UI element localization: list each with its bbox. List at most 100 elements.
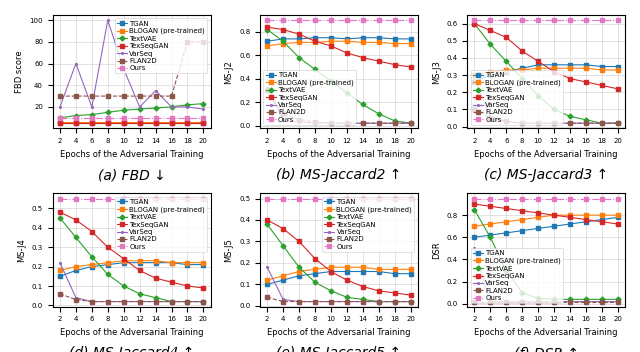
Y-axis label: MS-J5: MS-J5 [225,238,234,262]
FLAN2D [343,121,351,125]
Line: BLOGAN (pre-trained): BLOGAN (pre-trained) [266,39,412,48]
TexSeqGAN [502,35,510,39]
TGAN [279,278,287,282]
BLOGAN (pre-trained) [375,40,383,44]
BLOGAN (pre-trained) [566,66,574,70]
TextVAE [72,113,80,118]
TextVAE [295,56,303,60]
FLAN2D [72,297,80,302]
BLOGAN (pre-trained) [327,39,335,43]
VarSeq [470,76,478,81]
BLOGAN (pre-trained) [470,73,478,77]
TextVAE [614,121,621,125]
BLOGAN (pre-trained) [407,42,415,46]
TexSeqGAN [104,121,111,125]
FLAN2D [200,300,207,304]
VarSeq [359,300,367,304]
TGAN [502,70,510,74]
TGAN [502,231,510,235]
BLOGAN (pre-trained) [72,120,80,124]
Line: FLAN2D: FLAN2D [473,300,620,303]
VarSeq [598,300,605,304]
TGAN [614,215,621,219]
BLOGAN (pre-trained) [152,120,159,124]
TGAN [486,73,494,77]
VarSeq [200,300,207,304]
TextVAE [104,272,111,276]
TGAN [534,226,542,231]
VarSeq [152,89,159,93]
TexSeqGAN [534,211,542,215]
VarSeq [391,121,399,125]
BLOGAN (pre-trained) [263,44,271,48]
TGAN [614,64,621,69]
Line: TextVAE: TextVAE [266,222,412,303]
Line: FLAN2D: FLAN2D [473,108,620,125]
TGAN [56,121,64,125]
FLAN2D [518,300,526,304]
TGAN [136,260,143,265]
TextVAE [263,222,271,226]
VarSeq [518,121,526,125]
BLOGAN (pre-trained) [566,213,574,217]
BLOGAN (pre-trained) [311,40,319,44]
BLOGAN (pre-trained) [534,66,542,70]
VarSeq [263,86,271,90]
FLAN2D [200,40,207,44]
TexSeqGAN [56,210,64,214]
TexSeqGAN [598,83,605,88]
TexSeqGAN [184,121,191,125]
FLAN2D [614,300,621,304]
Line: TexSeqGAN: TexSeqGAN [473,202,620,226]
BLOGAN (pre-trained) [168,260,175,265]
Ours [200,116,207,120]
Ours [200,196,207,201]
VarSeq [263,265,271,269]
TGAN [343,37,351,41]
Ours [518,196,526,201]
Text: (b) MS-Jaccard2 ↑: (b) MS-Jaccard2 ↑ [276,168,401,182]
TextVAE [566,297,574,301]
TextVAE [566,114,574,119]
TGAN [534,63,542,67]
FLAN2D [120,94,127,98]
TextVAE [359,297,367,302]
BLOGAN (pre-trained) [391,42,399,46]
Line: FLAN2D: FLAN2D [266,89,412,125]
TGAN [88,264,95,269]
TextVAE [279,244,287,248]
TexSeqGAN [295,32,303,36]
Line: TextVAE: TextVAE [473,208,620,301]
TexSeqGAN [486,29,494,33]
FLAN2D [375,121,383,125]
TextVAE [311,67,319,71]
TGAN [168,121,175,125]
FLAN2D [56,94,64,98]
FLAN2D [152,94,159,98]
Line: TGAN: TGAN [58,261,205,278]
FLAN2D [88,94,95,98]
Line: BLOGAN (pre-trained): BLOGAN (pre-trained) [266,265,412,282]
VarSeq [56,260,64,265]
Line: BLOGAN (pre-trained): BLOGAN (pre-trained) [473,67,620,77]
TexSeqGAN [152,121,159,125]
Line: Ours: Ours [473,197,620,200]
TextVAE [582,118,590,122]
FLAN2D [136,300,143,304]
Legend: TGAN, BLOGAN (pre-trained), TextVAE, TexSeqGAN, VarSeq, FLAN2D, Ours: TGAN, BLOGAN (pre-trained), TextVAE, Tex… [470,70,563,125]
Y-axis label: MS-J3: MS-J3 [431,60,441,84]
TGAN [279,37,287,41]
TextVAE [375,112,383,116]
Ours [120,116,127,120]
FLAN2D [359,121,367,125]
Ours [120,196,127,201]
Ours [582,196,590,201]
TextVAE [582,297,590,301]
TGAN [120,121,127,125]
TGAN [375,36,383,40]
TGAN [152,260,159,265]
BLOGAN (pre-trained) [56,268,64,272]
BLOGAN (pre-trained) [56,120,64,124]
BLOGAN (pre-trained) [120,259,127,263]
BLOGAN (pre-trained) [598,68,605,72]
